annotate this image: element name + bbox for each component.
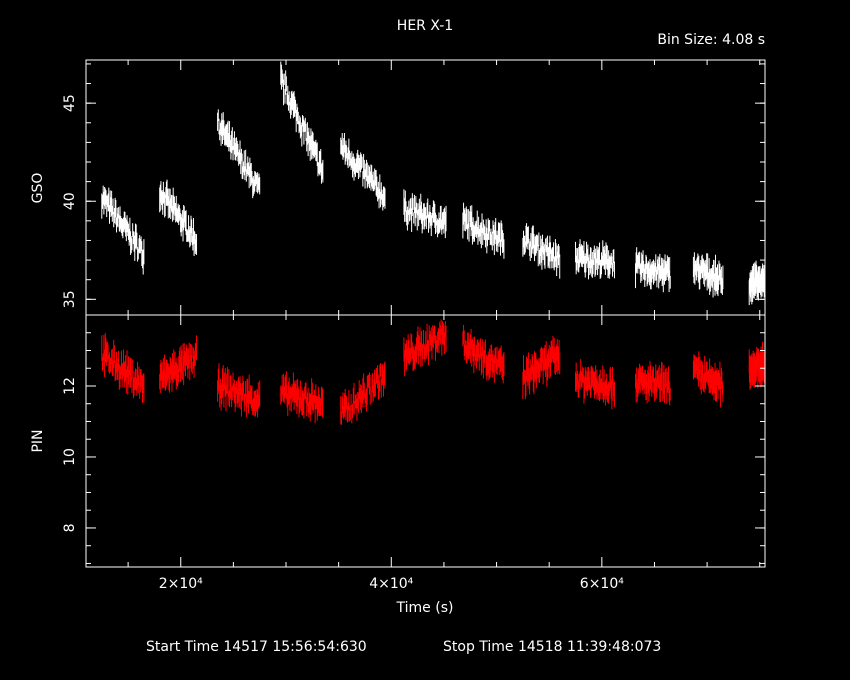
bottom-panel-frame — [85, 314, 766, 568]
pin-segment — [159, 335, 198, 394]
gso-tick-label: 45 — [62, 94, 78, 112]
gso-segment — [280, 61, 324, 184]
gso-segment — [340, 132, 386, 211]
pin-segment — [280, 371, 324, 424]
gso-segment — [748, 260, 766, 306]
gso-tick-label: 35 — [62, 290, 78, 308]
pin-segment — [340, 361, 386, 425]
pin-segment — [522, 335, 561, 400]
gso-segment — [217, 109, 261, 199]
pin-segment — [575, 359, 615, 410]
pin-segment — [635, 361, 671, 406]
pin-segment — [403, 319, 447, 377]
gso-segment — [575, 239, 615, 280]
x-tick-label: 2×10⁴ — [159, 576, 203, 592]
pin-segment — [748, 341, 766, 391]
pin-segment — [692, 351, 724, 408]
gso-axis-label: GSO — [30, 173, 46, 204]
stop-time-label: Stop Time 14518 11:39:48:073 — [443, 639, 661, 655]
pin-tick-label: 10 — [62, 448, 78, 466]
pin-segment — [101, 333, 145, 403]
start-time-label: Start Time 14517 15:56:54:630 — [146, 639, 367, 655]
axis-ticks: 35 40 45 8 10 12 2×10⁴ 4×10⁴ 6×10⁴ — [62, 60, 765, 592]
pin-series — [101, 319, 766, 425]
gso-segment — [522, 223, 561, 279]
x-tick-label: 6×10⁴ — [580, 576, 624, 592]
pin-segment — [217, 363, 261, 418]
chart-title: HER X-1 — [397, 18, 453, 34]
x-tick-label: 4×10⁴ — [369, 576, 413, 592]
gso-segment — [403, 189, 447, 239]
gso-segment — [101, 185, 145, 275]
pin-segment — [462, 324, 505, 384]
gso-series — [101, 61, 766, 306]
pin-tick-label: 8 — [62, 523, 78, 532]
gso-segment — [159, 179, 198, 256]
pin-tick-label: 12 — [62, 377, 78, 395]
gso-segment — [692, 252, 724, 298]
time-axis-label: Time (s) — [396, 600, 454, 616]
bin-size-label: Bin Size: 4.08 s — [657, 32, 765, 48]
pin-axis-label: PIN — [30, 429, 46, 452]
gso-tick-label: 40 — [62, 192, 78, 210]
gso-segment — [635, 247, 671, 293]
gso-segment — [462, 202, 505, 259]
